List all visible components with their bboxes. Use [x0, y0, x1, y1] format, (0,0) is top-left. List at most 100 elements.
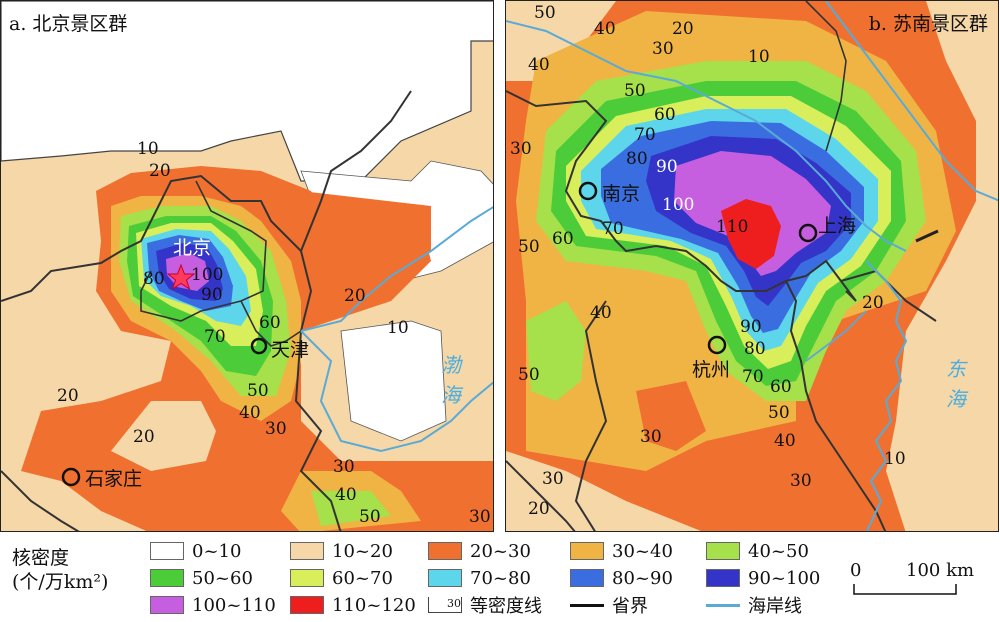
province-line-swatch: [570, 596, 604, 614]
legend-title-line1: 核密度: [12, 547, 70, 569]
contour-label: 20: [149, 161, 171, 181]
legend-item: 0~10: [150, 540, 241, 562]
contour-label: 10: [748, 47, 770, 67]
contour-label: 50: [624, 81, 646, 101]
sea-label-bohai-2: 海: [441, 383, 461, 407]
contour-label: 30: [265, 419, 287, 439]
contour-label: 10: [137, 139, 159, 159]
legend-label: 30~40: [612, 540, 673, 562]
legend-swatch: [570, 542, 604, 560]
scale-bar: 0 100 km: [846, 560, 976, 600]
city-label-hangzhou: 杭州: [692, 359, 731, 381]
contour-label: 60: [259, 313, 281, 333]
contour-label: 90: [656, 157, 678, 177]
legend-label: 60~70: [332, 567, 393, 589]
city-label-beijing: 北京: [173, 237, 212, 259]
legend-label: 110~120: [332, 594, 416, 616]
contour-label: 50: [359, 507, 381, 527]
legend-item: 50~60: [150, 567, 253, 589]
legend-swatch: [428, 569, 462, 587]
contour-label: 60: [654, 105, 676, 125]
contour-label: 30: [640, 427, 662, 447]
legend-item: 40~50: [706, 540, 809, 562]
contour-label: 80: [143, 269, 165, 289]
contour-label: 40: [774, 431, 796, 451]
city-label-shanghai: 上海: [818, 215, 857, 237]
sea-label-donghai-2: 海: [946, 387, 966, 411]
legend-coast-line: 海岸线: [706, 594, 802, 617]
contour-label: 40: [335, 485, 357, 505]
legend-swatch: [428, 542, 462, 560]
contour-label: 20: [528, 499, 550, 519]
sea-label-donghai-1: 东: [946, 357, 966, 381]
contour-label: 10: [387, 318, 409, 338]
contour-label: 80: [626, 149, 648, 169]
contour-label: 70: [634, 125, 656, 145]
contour-label: 100: [191, 265, 224, 285]
panel-title-b: b. 苏南景区群: [868, 13, 988, 35]
contour-label: 20: [862, 293, 884, 313]
contour-label: 30: [469, 507, 491, 527]
contour-label: 80: [744, 339, 766, 359]
legend-swatch: [290, 542, 324, 560]
city-label-nanjing: 南京: [602, 183, 641, 205]
legend-label: 10~20: [332, 540, 393, 562]
contour-label: 40: [528, 55, 550, 75]
contour-label: 70: [742, 367, 764, 387]
contour-label: 40: [239, 403, 261, 423]
contour-label: 30: [790, 471, 812, 491]
contour-label: 10: [884, 449, 906, 469]
contour-label: 70: [602, 219, 624, 239]
contour-label: 50: [518, 237, 540, 257]
legend-swatch: [290, 596, 324, 614]
contour-label: 20: [57, 386, 79, 406]
legend-label: 100~110: [192, 594, 276, 616]
legend-item: 80~90: [570, 567, 673, 589]
legend-swatch: [150, 596, 184, 614]
contour-label: 30: [333, 457, 355, 477]
contour-line-swatch: 30: [428, 597, 462, 613]
legend-swatch: [706, 569, 740, 587]
city-label-shijiazhuang: 石家庄: [85, 468, 143, 490]
legend-item: 70~80: [428, 567, 531, 589]
legend-label: 20~30: [470, 540, 531, 562]
legend-province-line: 省界: [570, 594, 648, 617]
legend-label: 70~80: [470, 567, 531, 589]
legend-item: 10~20: [290, 540, 393, 562]
legend-swatch: [150, 569, 184, 587]
scale-bar-line: [853, 584, 957, 595]
legend-contour-line: 30 等密度线: [428, 594, 542, 617]
legend-label: 海岸线: [748, 596, 802, 617]
legend-label: 省界: [612, 596, 648, 617]
legend-item: 90~100: [706, 567, 820, 589]
contour-label: 90: [201, 285, 223, 305]
contour-label: 50: [518, 365, 540, 385]
sea-label-bohai-1: 渤: [441, 353, 461, 377]
contour-label: 90: [740, 317, 762, 337]
legend-title-line2: (个/万km²): [12, 571, 109, 593]
map-panel-sunan: b. 苏南景区群 南京 上海 杭州 东 海 50 40 30 20 10 40 …: [505, 0, 999, 532]
legend-label: 等密度线: [470, 596, 542, 617]
legend-label: 40~50: [748, 540, 809, 562]
map-panel-beijing: a. 北京景区群 北京 天津 石家庄 渤 海 10 20 80 100 90 7…: [0, 0, 494, 532]
contour-label: 30: [542, 469, 564, 489]
contour-label: 60: [770, 377, 792, 397]
legend-swatch: [290, 569, 324, 587]
legend-swatch: [150, 542, 184, 560]
contour-label: 40: [590, 303, 612, 323]
contour-label: 70: [204, 327, 226, 347]
contour-label: 20: [133, 427, 155, 447]
legend-swatch: [570, 569, 604, 587]
contour-label: 20: [344, 286, 366, 306]
legend-item: 30~40: [570, 540, 673, 562]
legend-item: 20~30: [428, 540, 531, 562]
contour-label: 50: [534, 3, 556, 23]
legend-title: 核密度 (个/万km²): [12, 546, 108, 594]
legend-label: 80~90: [612, 567, 673, 589]
city-label-tianjin: 天津: [271, 339, 310, 361]
panel-title-a: a. 北京景区群: [9, 13, 128, 35]
legend-label: 90~100: [748, 567, 821, 589]
legend-item: 110~120: [290, 594, 416, 616]
contour-label: 100: [662, 195, 695, 215]
contour-label: 40: [594, 19, 616, 39]
